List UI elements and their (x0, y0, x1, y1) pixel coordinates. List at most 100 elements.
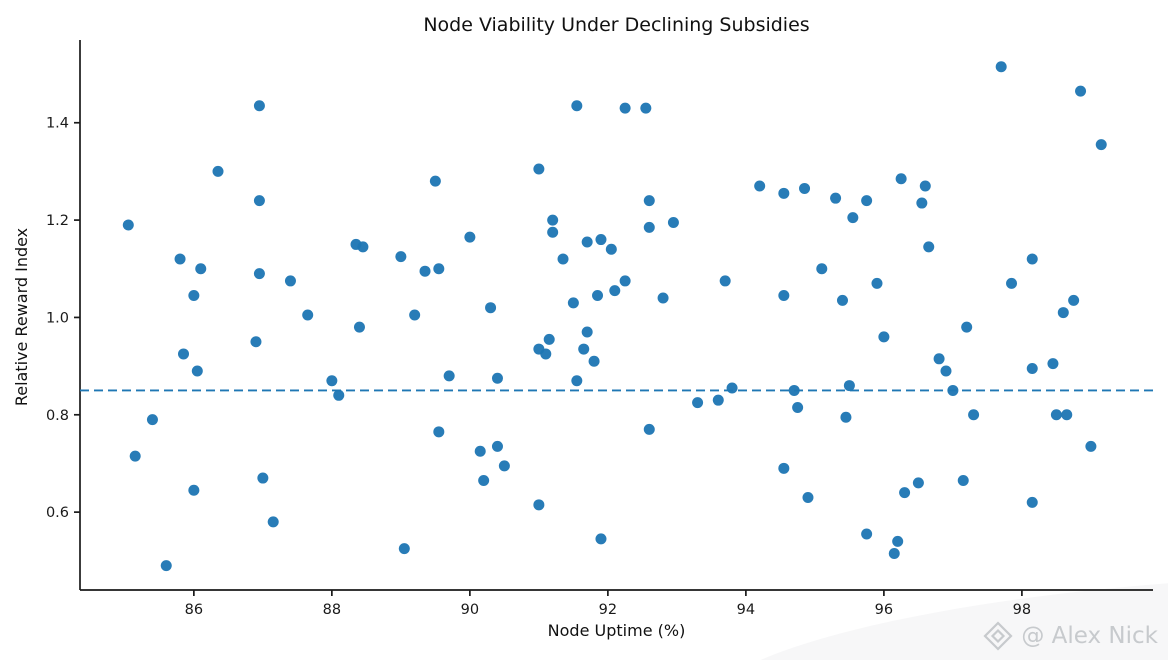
scatter-point (692, 397, 704, 409)
x-tick-label: 88 (323, 602, 341, 618)
scatter-point (1075, 85, 1087, 97)
scatter-point (726, 382, 738, 394)
scatter-point (409, 309, 421, 321)
scatter-point (567, 297, 579, 309)
scatter-point (830, 192, 842, 204)
scatter-point (485, 302, 497, 314)
scatter-point (491, 440, 503, 452)
scatter-point (443, 370, 455, 382)
scatter-point (547, 226, 559, 238)
scatter-point (754, 180, 766, 192)
scatter-point (498, 460, 510, 472)
y-tick-label: 0.8 (46, 408, 69, 424)
scatter-point (267, 516, 279, 528)
scatter-point (129, 450, 141, 462)
scatter-point (861, 195, 873, 207)
scatter-point (1026, 363, 1038, 375)
scatter-point (146, 414, 158, 426)
scatter-point (643, 195, 655, 207)
y-tick-label: 1.2 (46, 213, 69, 229)
watermark: @ Alex Nick (982, 620, 1158, 652)
y-tick-label: 1.4 (46, 116, 69, 132)
scatter-point (557, 253, 569, 265)
scatter-point (395, 251, 407, 263)
scatter-point (847, 212, 859, 224)
scatter-point (643, 423, 655, 435)
scatter-point (840, 411, 852, 423)
scatter-point (792, 401, 804, 413)
scatter-point (571, 100, 583, 112)
scatter-point (961, 321, 973, 333)
scatter-point (595, 234, 607, 246)
scatter-point (895, 173, 907, 185)
x-tick-label: 98 (1013, 602, 1031, 618)
scatter-point (995, 61, 1007, 73)
scatter-point (188, 290, 200, 302)
scatter-point (284, 275, 296, 287)
scatter-point (195, 263, 207, 275)
watermark-text: @ Alex Nick (1021, 623, 1158, 649)
scatter-point (595, 533, 607, 545)
scatter-point (619, 102, 631, 114)
scatter-point (878, 331, 890, 343)
scatter-point (719, 275, 731, 287)
scatter-point (933, 353, 945, 365)
scatter-point (778, 462, 790, 474)
scatter-point (357, 241, 369, 253)
scatter-point (326, 375, 338, 387)
scatter-point (919, 180, 931, 192)
scatter-point (899, 487, 911, 499)
scatter-point (802, 492, 814, 504)
scatter-point (609, 285, 621, 297)
scatter-point (1026, 253, 1038, 265)
scatter-point (916, 197, 928, 209)
x-tick-label: 94 (737, 602, 755, 618)
scatter-point (1057, 307, 1069, 319)
chart-title: Node Viability Under Declining Subsidies (423, 14, 810, 36)
scatter-point (178, 348, 190, 360)
scatter-point (788, 384, 800, 396)
y-tick-label: 0.6 (46, 505, 69, 521)
scatter-point (191, 365, 203, 377)
scatter-point (957, 474, 969, 486)
scatter-point (861, 528, 873, 540)
scatter-point (1068, 294, 1080, 306)
scatter-point (1085, 440, 1097, 452)
scatter-point (540, 348, 552, 360)
scatter-point (433, 263, 445, 275)
x-tick-label: 86 (185, 602, 203, 618)
scatter-point (491, 372, 503, 384)
scatter-point (353, 321, 365, 333)
scatter-point (592, 290, 604, 302)
scatter-point (581, 236, 593, 248)
scatter-point (892, 535, 904, 547)
scatter-point (657, 292, 669, 304)
scatter-point (257, 472, 269, 484)
scatter-point (836, 294, 848, 306)
scatter-point (578, 343, 590, 355)
scatter-point (302, 309, 314, 321)
scatter-point (581, 326, 593, 338)
scatter-point (122, 219, 134, 231)
scatter-point (816, 263, 828, 275)
x-axis-label: Node Uptime (%) (547, 621, 686, 640)
scatter-point (253, 100, 265, 112)
scatter-point (619, 275, 631, 287)
scatter-point (533, 163, 545, 175)
scatter-point (1050, 409, 1062, 421)
scatter-point (429, 175, 441, 187)
scatter-point (1026, 496, 1038, 508)
scatter-point (843, 380, 855, 392)
scatter-point (464, 231, 476, 243)
scatter-point (799, 182, 811, 194)
scatter-point (474, 445, 486, 457)
scatter-point (667, 217, 679, 229)
scatter-point (543, 333, 555, 345)
x-tick-label: 90 (461, 602, 479, 618)
scatter-point (778, 187, 790, 199)
scatter-point (588, 355, 600, 367)
scatter-point (547, 214, 559, 226)
scatter-point (253, 195, 265, 207)
scatter-point (1006, 277, 1018, 289)
